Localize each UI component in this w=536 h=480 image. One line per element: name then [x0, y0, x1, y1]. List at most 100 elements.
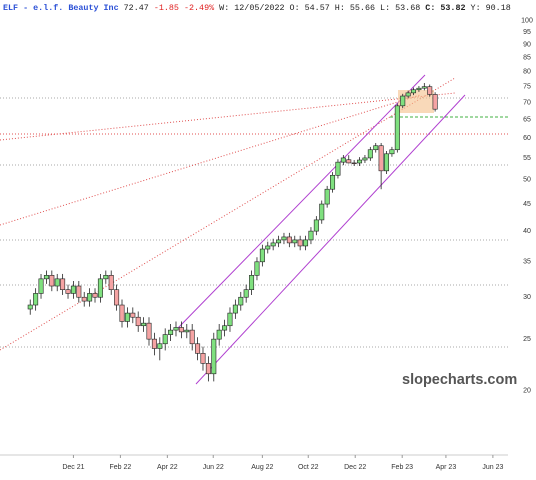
y-tick-label: 95 [523, 29, 531, 36]
candle-body [124, 312, 130, 322]
candle-body [146, 322, 152, 340]
low: L: 53.68 [380, 3, 420, 13]
candle-body [222, 325, 228, 331]
candle-body [367, 149, 373, 159]
y-tick-label: 80 [523, 69, 531, 76]
candle-body [216, 329, 222, 340]
header: ELF - e.l.f. Beauty Inc 72.47 -1.85 -2.4… [3, 3, 511, 13]
candle-body [189, 329, 195, 345]
candle-body [427, 86, 433, 95]
candle-body [141, 322, 147, 327]
candle-body [411, 89, 417, 94]
candle-body [281, 236, 287, 241]
candle-body [173, 327, 179, 331]
candle-body [357, 159, 363, 164]
candle-body [270, 242, 276, 247]
candle-body [292, 239, 298, 244]
candle-body [384, 153, 390, 172]
x-tick-label: Dec 21 [62, 464, 84, 471]
y-tick-label: 40 [523, 228, 531, 235]
high: H: 55.66 [335, 3, 375, 13]
candle-body [108, 275, 114, 290]
x-tick-label: Feb 22 [109, 464, 131, 471]
candle-body [243, 289, 249, 298]
candle-body [324, 188, 330, 205]
open: O: 54.57 [290, 3, 330, 13]
candle-body [151, 338, 157, 349]
y-tick-label: 20 [523, 387, 531, 394]
candle-body [184, 329, 190, 333]
candle-body [43, 275, 49, 280]
y-tick-label: 30 [523, 294, 531, 301]
candle-body [330, 174, 336, 190]
candle-body [405, 92, 411, 97]
candle-body [389, 149, 395, 155]
candle-body [286, 236, 292, 244]
candle-body [157, 343, 163, 349]
y-tick-label: 50 [523, 177, 531, 184]
trend-line [0, 94, 421, 226]
x-tick-label: Oct 22 [298, 464, 319, 471]
candle-body [200, 353, 206, 364]
candle-body [421, 86, 427, 89]
candle-body [340, 157, 346, 163]
change-pct: -2.49% [184, 3, 215, 13]
x-tick-label: Feb 23 [391, 464, 413, 471]
candle-body [249, 275, 255, 290]
candle-body [232, 304, 238, 314]
candle-body [416, 87, 422, 91]
candle-body [303, 239, 309, 247]
candle-body [227, 312, 233, 327]
trend-line [0, 77, 456, 351]
candle-body [378, 145, 384, 172]
x-tick-label: Apr 23 [436, 464, 457, 471]
candle-body [400, 95, 406, 107]
y-tick-label: 55 [523, 155, 531, 162]
candle-body [38, 278, 44, 294]
x-tick-label: Aug 22 [251, 464, 273, 471]
candle-body [297, 239, 303, 247]
candle-body [346, 159, 352, 164]
candle-body [27, 304, 33, 310]
y-tick-label: 90 [523, 42, 531, 49]
candle-body [238, 296, 244, 306]
symbol: ELF - e.l.f. Beauty Inc [3, 3, 119, 13]
candle-body [178, 327, 184, 333]
trend-line [0, 92, 456, 141]
y-tick-label: 60 [523, 135, 531, 142]
candle-body [168, 329, 174, 335]
candle-body [195, 343, 201, 354]
candle-body [81, 296, 87, 302]
candle-body [135, 316, 141, 327]
x-tick-label: Jun 22 [203, 464, 224, 471]
candle-body [254, 261, 260, 276]
watermark: slopecharts.com [402, 372, 517, 388]
candle-body [130, 312, 136, 318]
candle-body [70, 285, 76, 294]
candle-body [92, 293, 98, 298]
candle-body [162, 334, 168, 345]
candle-body [362, 157, 368, 161]
candle-body [97, 278, 103, 298]
last: 72.47 [124, 3, 149, 13]
candle-body [276, 239, 282, 244]
x-tick-label: Dec 22 [344, 464, 366, 471]
candle-body [65, 289, 71, 294]
candle-body [308, 230, 314, 241]
y-tick-label: 100 [521, 17, 533, 24]
candle-body [87, 293, 93, 302]
candle-body [76, 285, 82, 298]
x-tick-label: Jun 23 [482, 464, 503, 471]
candle-body [313, 219, 319, 232]
candle-body [432, 94, 438, 110]
candle-body [335, 161, 341, 176]
candle-body [114, 289, 120, 306]
candle-body [319, 203, 325, 221]
extra: Y: 90.18 [471, 3, 511, 13]
y-tick-label: 75 [523, 84, 531, 91]
channel-line [177, 74, 426, 329]
candle-body [259, 248, 265, 263]
candle-body [373, 145, 379, 151]
channel-line [195, 94, 466, 385]
candle-body [103, 275, 109, 280]
